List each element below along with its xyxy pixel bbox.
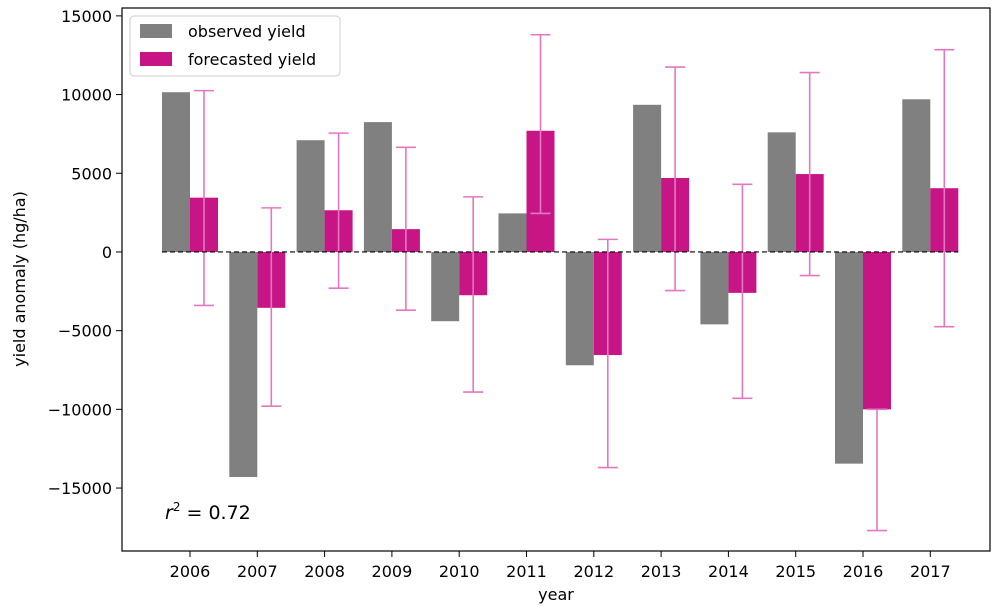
r-squared-annotation: r2 = 0.72 — [165, 500, 251, 524]
x-tick-label: 2009 — [372, 562, 413, 581]
bar-observed-2017 — [902, 99, 931, 252]
r-exponent: 2 — [173, 500, 181, 514]
legend-swatch-forecasted — [140, 52, 172, 66]
bar-observed-2006 — [162, 92, 190, 252]
x-tick-label: 2016 — [843, 562, 884, 581]
bar-observed-2015 — [767, 132, 796, 252]
x-tick-label: 2017 — [910, 562, 951, 581]
plot-area — [162, 33, 959, 532]
bar-observed-2007 — [229, 251, 258, 478]
x-tick-label: 2012 — [573, 562, 614, 581]
bar-observed-2009 — [363, 122, 392, 252]
bar-observed-2016 — [835, 251, 863, 464]
legend-swatch-observed — [140, 24, 172, 38]
legend: observed yield forecasted yield — [129, 15, 341, 77]
legend-box — [129, 15, 341, 77]
bar-observed-2011 — [498, 213, 527, 252]
x-tick-label: 2010 — [439, 562, 480, 581]
x-tick-label: 2008 — [304, 562, 345, 581]
y-tick-label: −10000 — [48, 400, 112, 419]
r-squared-value: = 0.72 — [180, 502, 250, 524]
bar-observed-2010 — [431, 251, 460, 322]
legend-label-forecasted: forecasted yield — [188, 50, 316, 69]
x-tick-label: 2006 — [170, 562, 211, 581]
x-tick-label: 2011 — [506, 562, 547, 581]
y-tick-label: 10000 — [61, 86, 112, 105]
bar-observed-2014 — [700, 251, 729, 325]
bar-observed-2013 — [633, 104, 662, 252]
x-tick-label: 2014 — [708, 562, 749, 581]
x-axis-label: year — [538, 585, 574, 604]
y-tick-label: −5000 — [58, 322, 112, 341]
plot-frame — [121, 7, 991, 552]
bar-observed-2012 — [565, 251, 594, 366]
x-tick-label: 2013 — [641, 562, 682, 581]
y-tick-label: 0 — [102, 243, 112, 262]
r-symbol: r — [165, 502, 174, 524]
bar-forecasted-2016 — [863, 251, 891, 410]
y-tick-label: 5000 — [71, 164, 112, 183]
x-axis-ticks: 2006 2007 2008 2009 2010 2011 2012 2013 2014 2015… — [170, 551, 951, 581]
bar-observed-2008 — [296, 140, 325, 252]
x-tick-label: 2015 — [775, 562, 816, 581]
y-axis-label: yield anomaly (hg/ha) — [10, 191, 29, 367]
legend-label-observed: observed yield — [188, 22, 306, 41]
y-axis-ticks: 15000 10000 5000 0 −5000 −10000 −15000 — [48, 7, 122, 498]
y-tick-label: −15000 — [48, 479, 112, 498]
x-tick-label: 2007 — [237, 562, 278, 581]
y-tick-label: 15000 — [61, 7, 112, 26]
